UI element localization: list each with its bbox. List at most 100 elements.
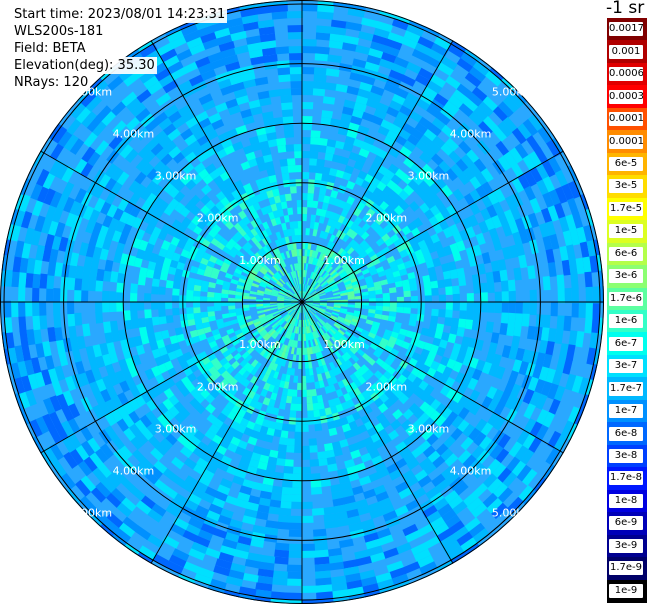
range-gate: [309, 445, 318, 453]
range-gate: [138, 318, 146, 328]
range-gate: [445, 286, 453, 295]
range-gate: [18, 315, 26, 331]
range-gate: [287, 158, 296, 166]
range-gate: [307, 410, 314, 418]
range-gate: [272, 570, 288, 578]
range-gate: [501, 280, 509, 292]
range-gate: [500, 270, 509, 282]
range-gate: [593, 286, 600, 303]
range-gate: [501, 313, 509, 325]
range-gate: [278, 74, 291, 82]
range-gate: [453, 302, 460, 311]
range-gate: [283, 466, 293, 474]
range-gate: [307, 403, 314, 411]
range-ring-label: 5.00km: [492, 85, 534, 98]
range-gate: [288, 32, 303, 39]
range-gate: [109, 301, 116, 312]
range-gate: [53, 314, 61, 328]
range-gate: [313, 81, 326, 89]
range-gate: [102, 291, 109, 302]
range-gate: [32, 301, 39, 316]
colorbar-tick-label: 3e-7: [609, 359, 643, 373]
range-gate: [310, 137, 320, 145]
range-gate: [272, 11, 289, 19]
range-gate: [563, 316, 571, 332]
range-gate: [67, 301, 74, 314]
range-gate: [288, 544, 302, 551]
range-gate: [151, 286, 159, 295]
range-gate: [74, 277, 82, 290]
range-gate: [315, 564, 331, 572]
range-gate: [314, 67, 328, 75]
range-ring-label: 3.00km: [155, 170, 197, 183]
colorbar-tick-label: 0.001: [609, 45, 643, 59]
range-gate: [522, 314, 530, 327]
colorbar-tick-label: 1.7e-9: [609, 561, 643, 575]
range-gate: [315, 53, 329, 61]
range-gate: [278, 515, 291, 523]
range-gate: [311, 130, 321, 138]
range-gate: [480, 283, 488, 294]
range-gate: [109, 291, 116, 302]
range-gate: [0, 333, 1, 351]
range-gate: [298, 362, 302, 369]
range-gate: [284, 130, 294, 138]
range-gate: [316, 32, 332, 40]
range-gate: [18, 301, 25, 317]
range-gate: [403, 285, 411, 292]
range-gate: [314, 543, 328, 551]
range-gate: [281, 102, 293, 110]
range-gate: [271, 577, 287, 585]
colorbar-tick-label: 3e-9: [609, 539, 643, 553]
range-gate: [301, 446, 310, 453]
range-gate: [316, 25, 332, 33]
range-gate: [369, 294, 376, 299]
range-gate: [279, 508, 291, 516]
nrays-value: NRays: 120: [12, 74, 90, 91]
range-gate: [294, 446, 303, 453]
range-gate: [579, 302, 586, 318]
range-gate: [309, 165, 317, 173]
range-gate: [465, 319, 473, 329]
range-gate: [571, 273, 579, 289]
range-gate: [286, 144, 295, 152]
range-gate: [390, 302, 397, 307]
range-gate: [495, 302, 502, 313]
range-gate: [315, 578, 331, 586]
range-gate: [305, 369, 310, 376]
range-gate: [204, 592, 223, 604]
range-gate: [166, 280, 174, 288]
range-gate: [18, 286, 25, 302]
range-gate: [551, 302, 558, 316]
range-gate: [294, 151, 303, 158]
range-gate: [275, 543, 289, 551]
range-gate: [467, 293, 474, 303]
range-gate: [481, 302, 488, 313]
range-gate: [214, 297, 221, 302]
colorbar-tick-label: 0.0017: [609, 22, 643, 36]
range-gate: [286, 438, 294, 446]
range-gate: [144, 293, 151, 302]
range-gate: [488, 302, 495, 313]
range-gate: [523, 302, 530, 315]
range-gate: [445, 310, 453, 319]
elevation-value: Elevation(deg): 35.30: [12, 57, 157, 74]
range-gate: [312, 403, 319, 411]
range-gate: [0, 252, 1, 270]
range-gate: [289, 523, 302, 530]
range-gate: [290, 74, 303, 81]
range-gate: [200, 296, 207, 302]
range-gate: [592, 381, 604, 400]
range-gate: [151, 301, 158, 310]
range-gate: [565, 288, 572, 303]
colorbar-tick-label: 0.0006: [609, 67, 643, 81]
range-gate: [383, 302, 390, 307]
range-gate: [439, 295, 446, 303]
range-gate: [292, 467, 302, 474]
range-gate: [307, 193, 314, 201]
range-gate: [228, 298, 235, 302]
range-ring-label: 1.00km: [323, 338, 365, 351]
range-gate: [280, 501, 292, 509]
range-gate: [301, 586, 317, 593]
colorbar-unit: -1 sr: [606, 0, 644, 18]
